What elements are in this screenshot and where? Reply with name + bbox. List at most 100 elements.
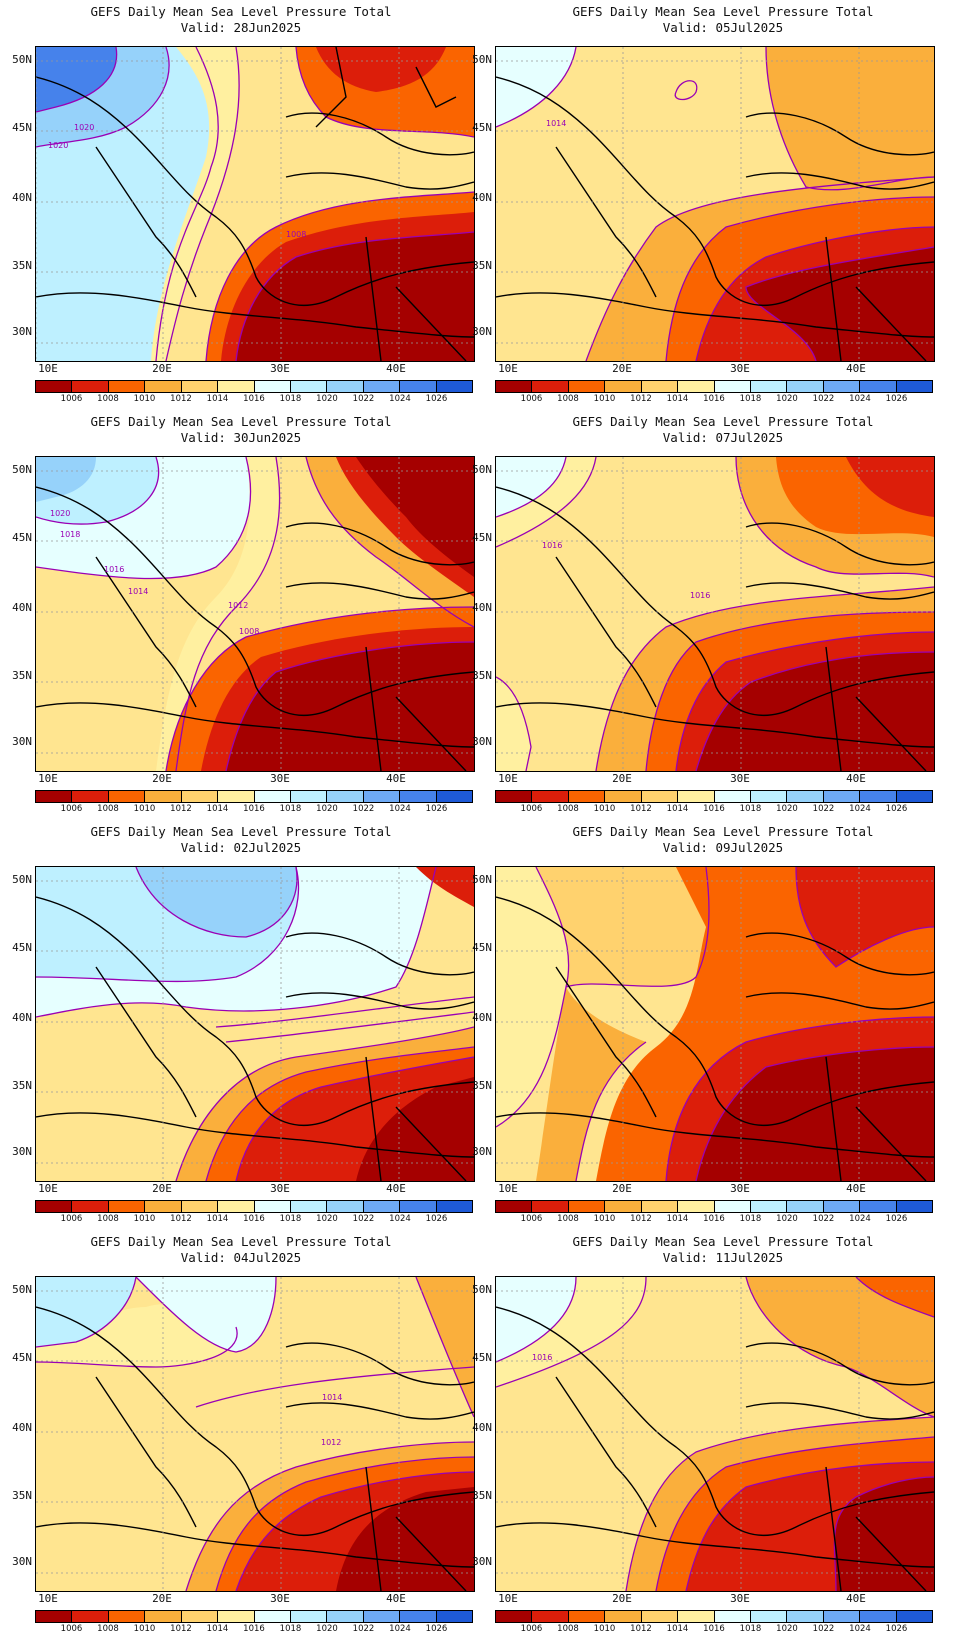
colorbar-label: 1008 xyxy=(557,804,579,814)
map-panel-8: GEFS Daily Mean Sea Level Pressure Total… xyxy=(472,1230,964,1640)
map-panel-6: GEFS Daily Mean Sea Level Pressure Total… xyxy=(472,410,964,820)
colorbar-swatch xyxy=(181,791,219,802)
colorbar-swatch xyxy=(496,381,533,392)
colorbar-label: 1006 xyxy=(520,804,543,814)
colorbar-label: 1018 xyxy=(739,394,762,404)
pressure-map: 1014 1012 xyxy=(35,1276,475,1592)
x-tick-label: 20E xyxy=(612,362,632,375)
y-tick-label: 50N xyxy=(472,873,492,886)
colorbar-label: 1012 xyxy=(170,804,192,814)
colorbar-label: 1006 xyxy=(60,394,83,404)
colorbar-label: 1022 xyxy=(812,1624,835,1634)
y-tick-label: 45N xyxy=(12,941,32,954)
colorbar-swatch xyxy=(327,381,364,392)
colorbar-swatch xyxy=(605,381,642,392)
x-tick-label: 30E xyxy=(270,362,290,375)
x-tick-label: 40E xyxy=(386,1182,406,1195)
colorbar-swatch xyxy=(678,1201,715,1212)
y-tick-label: 35N xyxy=(472,259,492,272)
x-tick-label: 10E xyxy=(38,362,58,375)
colorbar-label: 1008 xyxy=(97,1214,119,1224)
colorbar-swatch xyxy=(72,791,109,802)
colorbar-swatch xyxy=(605,1201,642,1212)
colorbar-swatch xyxy=(860,791,897,802)
colorbar-label: 1014 xyxy=(666,394,689,404)
y-tick-label: 35N xyxy=(12,1079,32,1092)
colorbar-swatch xyxy=(145,1611,182,1622)
colorbar-label: 1016 xyxy=(243,1214,265,1224)
colorbar-label: 1022 xyxy=(352,804,375,814)
colorbar-label: 1010 xyxy=(593,394,616,404)
map-panel-2: GEFS Daily Mean Sea Level Pressure Total… xyxy=(0,410,482,820)
colorbar-label: 1018 xyxy=(739,1214,762,1224)
y-tick-label: 40N xyxy=(472,1421,492,1434)
colorbar-swatch xyxy=(36,791,73,802)
pressure-map xyxy=(35,866,475,1182)
colorbar-swatch xyxy=(532,791,569,802)
y-tick-label: 50N xyxy=(12,53,32,66)
colorbar-swatch xyxy=(605,1611,642,1622)
colorbar-label: 1014 xyxy=(666,1214,689,1224)
colorbar-label: 1020 xyxy=(776,804,798,814)
y-tick-label: 30N xyxy=(12,1555,32,1568)
colorbar-label: 1026 xyxy=(885,804,908,814)
colorbar-label: 1026 xyxy=(885,1624,908,1634)
colorbar-swatch xyxy=(750,381,788,392)
colorbar xyxy=(495,380,933,393)
colorbar-swatch xyxy=(823,791,861,802)
x-tick-label: 10E xyxy=(38,772,58,785)
colorbar-label: 1026 xyxy=(885,1214,908,1224)
x-tick-label: 40E xyxy=(846,1592,866,1605)
colorbar-swatch xyxy=(254,381,291,392)
colorbar-swatch xyxy=(145,791,182,802)
colorbar xyxy=(35,1200,473,1213)
colorbar-swatch xyxy=(823,381,861,392)
x-tick-label: 40E xyxy=(846,362,866,375)
colorbar-label: 1012 xyxy=(170,1214,192,1224)
colorbar-swatch xyxy=(72,1611,109,1622)
colorbar-swatch xyxy=(714,1611,751,1622)
colorbar-swatch xyxy=(363,381,401,392)
colorbar-swatch xyxy=(496,1611,533,1622)
contour-label: 1016 xyxy=(532,1353,553,1362)
x-tick-label: 10E xyxy=(38,1592,58,1605)
panel-valid-date: Valid: 11Jul2025 xyxy=(662,1250,784,1265)
pressure-map: 1020 1018 1016 1014 1012 1008 xyxy=(35,456,475,772)
y-tick-label: 30N xyxy=(12,1145,32,1158)
contour-label: 1020 xyxy=(74,123,95,132)
colorbar-swatch xyxy=(108,791,146,802)
x-tick-label: 40E xyxy=(846,1182,866,1195)
colorbar-swatch xyxy=(532,1611,569,1622)
x-tick-label: 10E xyxy=(498,1592,518,1605)
pressure-map: 1020 1020 1008 xyxy=(35,46,475,362)
colorbar-swatch xyxy=(400,1201,437,1212)
colorbar-swatch xyxy=(532,1201,569,1212)
x-tick-label: 30E xyxy=(270,1592,290,1605)
colorbar-label: 1012 xyxy=(630,394,652,404)
panel-title: GEFS Daily Mean Sea Level Pressure Total xyxy=(90,414,392,429)
x-tick-label: 10E xyxy=(498,1182,518,1195)
y-tick-label: 50N xyxy=(472,1283,492,1296)
contour-label: 1016 xyxy=(690,591,711,600)
colorbar-label: 1026 xyxy=(425,394,448,404)
colorbar-label: 1022 xyxy=(352,1624,375,1634)
colorbar-swatch xyxy=(436,1201,473,1212)
x-tick-label: 10E xyxy=(38,1182,58,1195)
panel-valid-date: Valid: 02Jul2025 xyxy=(180,840,302,855)
contour-label: 1020 xyxy=(48,141,69,150)
colorbar-label: 1016 xyxy=(703,804,725,814)
colorbar xyxy=(35,380,473,393)
x-tick-label: 10E xyxy=(498,772,518,785)
colorbar-label: 1010 xyxy=(133,804,156,814)
colorbar-swatch xyxy=(254,1201,291,1212)
colorbar-label: 1024 xyxy=(849,1214,871,1224)
contour-label: 1016 xyxy=(542,541,563,550)
y-tick-label: 50N xyxy=(12,873,32,886)
x-tick-label: 20E xyxy=(152,362,172,375)
colorbar-swatch xyxy=(750,791,788,802)
colorbar-label: 1006 xyxy=(520,1624,543,1634)
colorbar-swatch xyxy=(363,791,401,802)
colorbar xyxy=(35,1610,473,1623)
colorbar-swatch xyxy=(108,1611,146,1622)
colorbar-label: 1008 xyxy=(557,1214,579,1224)
